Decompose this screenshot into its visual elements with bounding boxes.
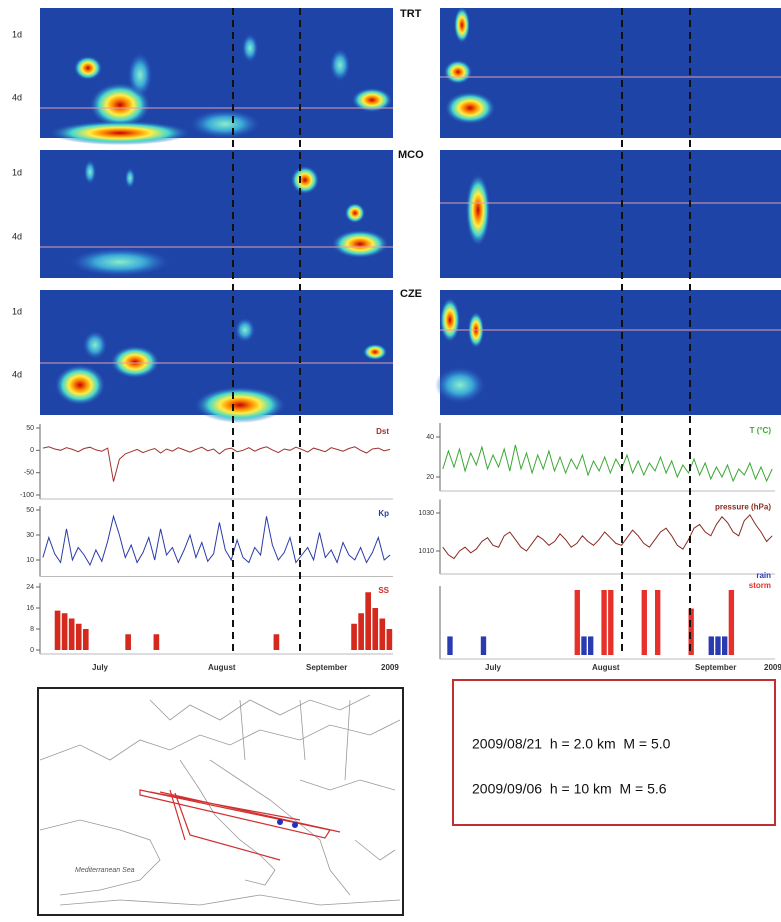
bar — [447, 636, 453, 655]
bar — [153, 634, 160, 650]
event-text: 2009/08/21 h = 2.0 km M = 5.0 — [472, 736, 671, 752]
scale-label: 1d — [12, 306, 22, 316]
scale-labels: 1d 4d 1d 4d 1d 4d — [12, 29, 22, 379]
month-label: July — [92, 663, 109, 672]
y-tick-label: 40 — [426, 434, 434, 441]
sea-label: Mediterranean Sea — [75, 867, 135, 874]
scale-label: 4d — [12, 369, 22, 379]
legend-label: pressure (hPa) — [715, 503, 771, 512]
scale-label: 1d — [12, 167, 22, 177]
bar — [372, 608, 379, 650]
y-tick-label: 1010 — [418, 548, 434, 555]
station-label: MCO — [398, 149, 424, 161]
bar — [386, 629, 393, 650]
bar — [365, 592, 372, 650]
scale-label: 4d — [12, 231, 22, 241]
map: Mediterranean Sea — [37, 687, 404, 916]
series-line — [442, 444, 773, 483]
series-line — [42, 514, 391, 567]
month-label: July — [485, 663, 502, 672]
y-tick-label: 8 — [30, 626, 34, 633]
y-tick-label: 0 — [30, 647, 34, 654]
bar — [54, 610, 61, 650]
y-tick-label: 0 — [30, 447, 34, 454]
scale-label: 4d — [12, 92, 22, 102]
y-tick-label: 1030 — [418, 510, 434, 517]
event-text: 2009/09/06 h = 10 km M = 5.6 — [472, 781, 667, 797]
bar — [588, 636, 594, 655]
bar — [715, 636, 721, 655]
bar — [75, 623, 82, 650]
bar — [641, 590, 647, 655]
month-label: August — [592, 663, 620, 672]
bar — [358, 613, 364, 650]
bar — [61, 613, 68, 650]
legend-label: T (°C) — [750, 426, 772, 435]
spectrograms — [40, 7, 781, 423]
y-tick-label: -50 — [24, 470, 34, 477]
bar — [125, 634, 131, 650]
station-label: TRT — [400, 8, 422, 20]
bar — [688, 608, 694, 655]
scale-label: 1d — [12, 29, 22, 39]
station-label: CZE — [400, 288, 422, 300]
y-tick-label: 24 — [26, 584, 34, 591]
legend-label: Kp — [378, 509, 389, 518]
bar — [68, 618, 75, 650]
y-tick-label: 50 — [26, 425, 34, 432]
y-tick-label: -100 — [20, 492, 34, 499]
bar — [379, 618, 386, 650]
bar — [601, 590, 607, 655]
legend-label: SS — [378, 586, 389, 595]
y-tick-label: 16 — [26, 605, 34, 612]
month-label: September — [695, 663, 736, 672]
bar — [480, 636, 487, 655]
bar — [722, 636, 728, 655]
legend-label: rain — [756, 571, 771, 580]
bar — [608, 590, 614, 655]
bar — [82, 629, 89, 650]
y-tick-label: 30 — [26, 532, 34, 539]
bar — [728, 590, 735, 655]
bar — [574, 590, 580, 655]
y-tick-label: 20 — [426, 474, 434, 481]
legend-label: Dst — [376, 427, 389, 436]
series-line — [442, 514, 773, 560]
month-label: September — [306, 663, 347, 672]
bar — [655, 590, 661, 655]
series-line — [42, 446, 391, 482]
year-label: 2009 — [381, 663, 399, 672]
y-tick-label: 10 — [26, 557, 34, 564]
event-box — [452, 679, 776, 826]
bar — [351, 623, 357, 650]
y-tick-label: 50 — [26, 507, 34, 514]
bar — [708, 636, 714, 655]
year-label: 2009 — [764, 663, 781, 672]
month-label: August — [208, 663, 236, 672]
bar — [273, 634, 280, 650]
legend-label: storm — [749, 581, 771, 590]
bar — [581, 636, 587, 655]
